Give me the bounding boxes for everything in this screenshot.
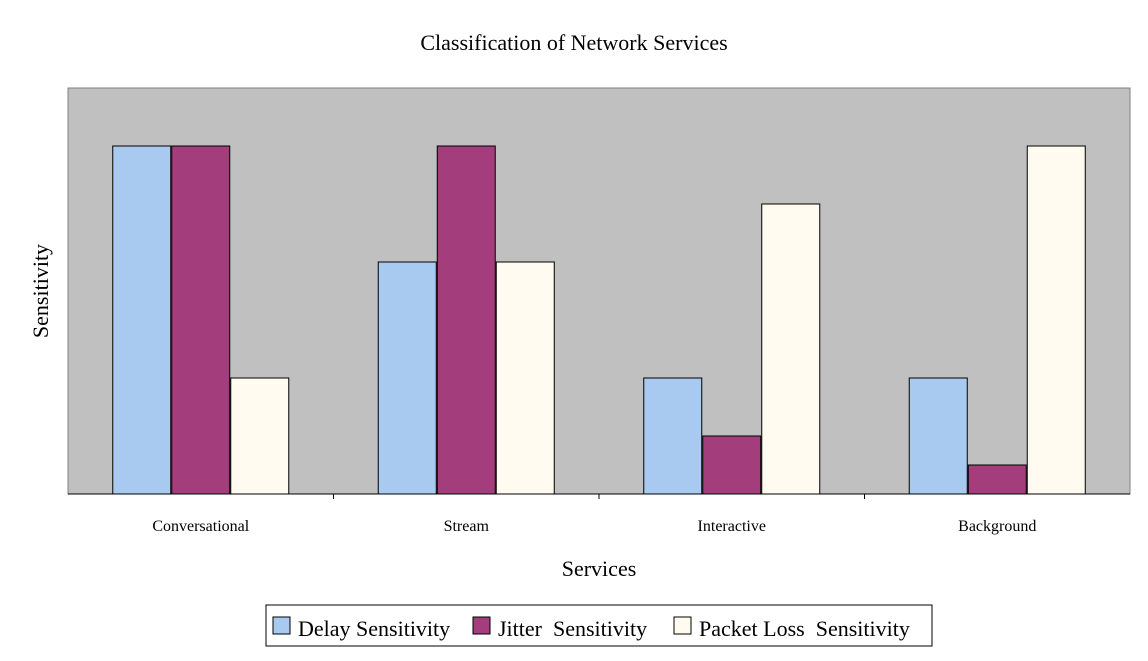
bar-interactive-2: [702, 435, 762, 495]
x-tick-label: Conversational: [152, 518, 249, 535]
legend-label-2: Jitter Sensitivity: [498, 616, 647, 641]
bar-conversational-3: [230, 377, 290, 495]
x-tick-label: Interactive: [698, 518, 766, 535]
bars-group: [112, 145, 1086, 495]
bar-background-1: [908, 377, 968, 495]
legend-box: [265, 604, 933, 647]
chart-title: Classification of Network Services: [420, 30, 727, 55]
bar-background-3: [1026, 145, 1086, 495]
legend-label-1: Delay Sensitivity: [298, 616, 450, 641]
legend-label-3: Packet Loss Sensitivity: [699, 616, 910, 641]
legend-swatch-2: [472, 616, 491, 635]
legend-swatch-3: [673, 616, 692, 635]
bar-conversational-1: [112, 145, 172, 495]
bar-stream-1: [377, 261, 437, 495]
x-axis-label: Services: [562, 556, 637, 581]
legend: Delay Sensitivity Jitter Sensitivity Packe…: [265, 604, 933, 647]
bar-stream-2: [436, 145, 496, 495]
bar-stream-3: [495, 261, 555, 495]
y-axis-label: Sensitivity: [28, 244, 53, 338]
bar-conversational-2: [171, 145, 231, 495]
bar-background-2: [967, 464, 1027, 495]
x-tick-marks: [333, 494, 865, 499]
bar-interactive-1: [643, 377, 703, 495]
x-tick-labels: Conversational Stream Interactive Backgroun…: [152, 518, 1036, 535]
legend-swatch-1: [272, 616, 291, 635]
bar-interactive-3: [761, 203, 821, 495]
legend-items: Delay Sensitivity Jitter Sensitivity Packe…: [272, 616, 910, 641]
x-tick-label: Stream: [444, 518, 490, 535]
x-tick-label: Background: [958, 518, 1036, 535]
